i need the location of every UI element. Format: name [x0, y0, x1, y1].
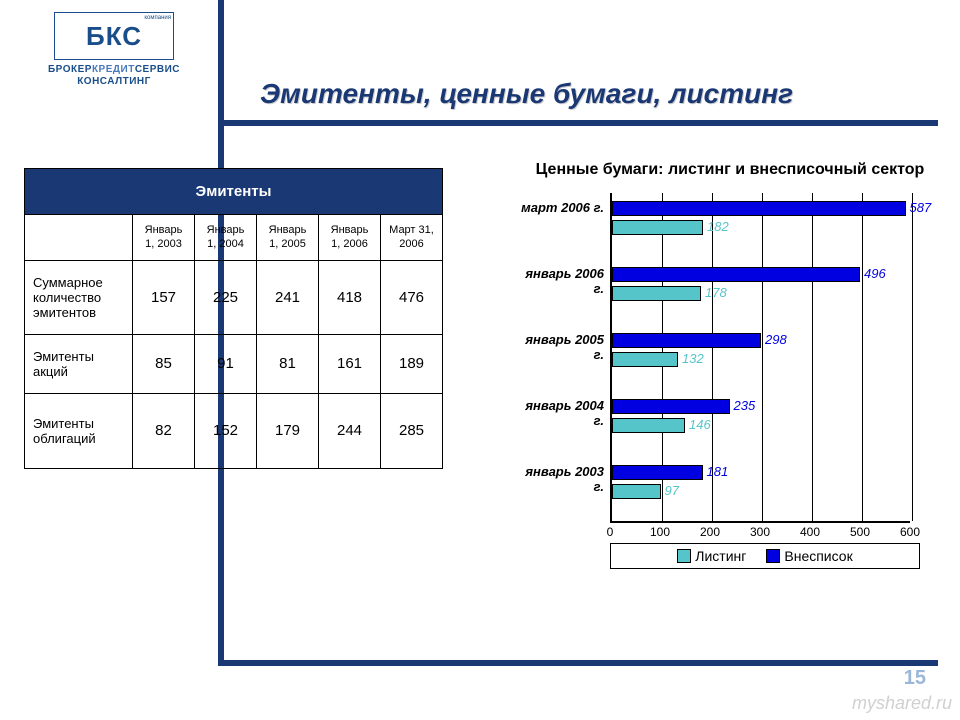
- bar-label: 181: [707, 464, 729, 479]
- x-tick: 300: [750, 525, 770, 539]
- logo-line1: БРОКЕРКРЕДИТСЕРВИС: [14, 64, 214, 76]
- category-label: январь 2004 г.: [520, 399, 604, 429]
- bar-unlisted: [612, 465, 703, 480]
- bar-listing: [612, 352, 678, 367]
- bar-label: 178: [705, 285, 727, 300]
- bar-label: 146: [689, 417, 711, 432]
- bar-unlisted: [612, 267, 860, 282]
- legend-swatch-unlisted: [766, 549, 780, 563]
- table-row: Эмитенты облигаций 82 152 179 244 285: [25, 393, 443, 468]
- legend-item-unlisted: Внесписок: [766, 548, 852, 564]
- category-label: январь 2005 г.: [520, 333, 604, 363]
- table-row: Эмитенты акций 85 91 81 161 189: [25, 334, 443, 393]
- issuers-table: Эмитенты Январь 1, 2003 Январь 1, 2004 Я…: [24, 168, 443, 469]
- frame-hline-top: [218, 120, 938, 126]
- x-tick: 0: [607, 525, 614, 539]
- bar-unlisted: [612, 399, 730, 414]
- category-label: январь 2003 г.: [520, 465, 604, 495]
- bar-listing: [612, 484, 661, 499]
- logo-corner: компания: [144, 15, 171, 21]
- watermark: myshared.ru: [852, 693, 952, 714]
- page-title: Эмитенты, ценные бумаги, листинг: [260, 78, 793, 110]
- x-tick: 600: [900, 525, 920, 539]
- table-header: Эмитенты: [25, 169, 443, 215]
- logo: БКС компания БРОКЕРКРЕДИТСЕРВИС КОНСАЛТИ…: [14, 12, 214, 87]
- bar-label: 298: [765, 332, 787, 347]
- bar-listing: [612, 286, 701, 301]
- bar-label: 97: [665, 483, 679, 498]
- frame-hline-bottom: [218, 660, 938, 666]
- bar-unlisted: [612, 333, 761, 348]
- table-row: Суммарное количество эмитентов 157 225 2…: [25, 260, 443, 334]
- logo-main: БКС: [86, 21, 142, 52]
- chart-legend: Листинг Внесписок: [610, 543, 920, 569]
- logo-line2: КОНСАЛТИНГ: [14, 76, 214, 87]
- page-number: 15: [904, 667, 926, 690]
- chart-plot: 58718249617829813223514618197: [610, 193, 910, 523]
- bar-label: 235: [734, 398, 756, 413]
- table-columns-row: Январь 1, 2003 Январь 1, 2004 Январь 1, …: [25, 215, 443, 261]
- category-label: январь 2006 г.: [520, 267, 604, 297]
- logo-box: БКС компания: [54, 12, 174, 60]
- bar-listing: [612, 220, 703, 235]
- bar-label: 132: [682, 351, 704, 366]
- bar-unlisted: [612, 201, 906, 216]
- category-label: март 2006 г.: [520, 201, 604, 216]
- x-tick: 100: [650, 525, 670, 539]
- securities-chart: Ценные бумаги: листинг и внесписочный се…: [520, 160, 940, 569]
- x-tick: 200: [700, 525, 720, 539]
- chart-area: 587 182 496 178 298 132 235 146 181 97 Листинг Вн…: [520, 189, 940, 569]
- chart-title: Ценные бумаги: листинг и внесписочный се…: [520, 160, 940, 181]
- bar-label: 587: [910, 200, 932, 215]
- x-tick: 400: [800, 525, 820, 539]
- bar-label: 496: [864, 266, 886, 281]
- legend-item-listing: Листинг: [677, 548, 746, 564]
- legend-swatch-listing: [677, 549, 691, 563]
- bar-label: 182: [707, 219, 729, 234]
- bar-listing: [612, 418, 685, 433]
- x-tick: 500: [850, 525, 870, 539]
